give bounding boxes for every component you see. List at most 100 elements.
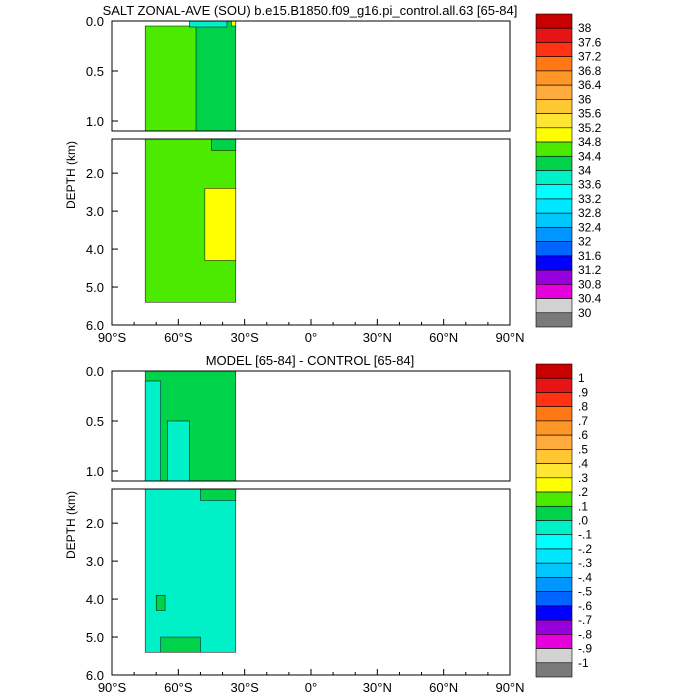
- colorbar-swatch: [535, 13, 573, 29]
- colorbar-label: .0: [578, 514, 588, 528]
- colorbar-swatch: [535, 420, 573, 436]
- colorbar-label: .6: [578, 428, 588, 442]
- bottom-colorbar: 1.9.8.7.6.5.4.3.2.1.0-.1-.2-.3-.4-.5-.6-…: [535, 363, 592, 678]
- x-tick-label: 30°S: [230, 330, 259, 345]
- region-3: [231, 21, 237, 27]
- colorbar-swatch: [535, 363, 573, 379]
- colorbar-label: 30.8: [578, 277, 602, 291]
- lower-y-tick-label: 4.0: [86, 592, 104, 607]
- colorbar-swatch: [535, 170, 573, 186]
- lower-y-tick-label: 6.0: [86, 318, 104, 333]
- colorbar-label: .2: [578, 485, 588, 499]
- colorbar-label: 36.4: [578, 78, 602, 92]
- colorbar-label: 37.2: [578, 50, 602, 64]
- bottom-chart-title: MODEL [65-84] - CONTROL [65-84]: [206, 353, 415, 368]
- colorbar-label: -.9: [578, 642, 592, 656]
- colorbar-label: 35.6: [578, 107, 602, 121]
- x-tick-label: 90°N: [495, 680, 524, 695]
- colorbar-swatch: [535, 141, 573, 157]
- lower-y-tick-label: 3.0: [86, 204, 104, 219]
- colorbar-swatch: [535, 548, 573, 564]
- colorbar-swatch: [535, 84, 573, 100]
- colorbar-swatch: [535, 184, 573, 200]
- colorbar-label: -.8: [578, 627, 592, 641]
- colorbar-swatch: [535, 505, 573, 521]
- colorbar-label: -.4: [578, 570, 592, 584]
- colorbar-label: 33.2: [578, 192, 602, 206]
- colorbar-label: 34.4: [578, 149, 602, 163]
- colorbar-label: .1: [578, 499, 588, 513]
- colorbar-label: 31.2: [578, 263, 602, 277]
- region-5: [155, 595, 166, 611]
- colorbar-label: -.3: [578, 556, 592, 570]
- colorbar-swatch: [535, 284, 573, 299]
- colorbar-swatch: [535, 227, 573, 242]
- colorbar-label: .7: [578, 414, 588, 428]
- colorbar-label: 33.6: [578, 178, 602, 192]
- x-tick-label: 90°N: [495, 330, 524, 345]
- colorbar-swatch: [535, 477, 573, 493]
- colorbar-label: -.1: [578, 528, 592, 542]
- x-tick-label: 0°: [305, 330, 317, 345]
- lower-y-tick-label: 2.0: [86, 516, 104, 531]
- bottom-upper-plot: 0.0 0.5 1.0: [86, 364, 511, 482]
- colorbar-label: 38: [578, 21, 592, 35]
- top-upper-plot: 0.0 0.5 1.0: [86, 14, 511, 132]
- colorbar-label: .8: [578, 400, 588, 414]
- colorbar-swatch: [535, 113, 573, 129]
- upper-y-tick-label: 0.5: [86, 414, 104, 429]
- colorbar-label: 32.8: [578, 206, 602, 220]
- x-tick-label: 30°N: [363, 330, 392, 345]
- colorbar-swatch: [535, 648, 573, 664]
- colorbar-swatch: [535, 377, 573, 393]
- colorbar-swatch: [535, 591, 573, 607]
- lower-y-tick-label: 3.0: [86, 554, 104, 569]
- region-6: [160, 636, 201, 653]
- colorbar-swatch: [535, 42, 573, 57]
- colorbar-label: 35.2: [578, 121, 602, 135]
- colorbar-label: -.7: [578, 613, 592, 627]
- colorbar-swatch: [535, 212, 573, 228]
- x-tick-label: 60°S: [164, 330, 193, 345]
- colorbar-swatch: [535, 269, 573, 285]
- colorbar-swatch: [535, 198, 573, 214]
- colorbar-label: 36.8: [578, 64, 602, 78]
- upper-y-tick-label: 1.0: [86, 464, 104, 479]
- colorbar-swatch: [535, 406, 573, 422]
- x-tick-label: 30°S: [230, 680, 259, 695]
- colorbar-swatch: [535, 619, 573, 635]
- colorbar-label: 34: [578, 164, 592, 178]
- colorbar-label: -1: [578, 656, 589, 670]
- x-tick-label: 60°N: [429, 330, 458, 345]
- colorbar-label: -.2: [578, 542, 592, 556]
- colorbar-swatch: [535, 534, 573, 550]
- colorbar-label: .3: [578, 471, 588, 485]
- top-colorbar: 3837.637.236.836.43635.635.234.834.43433…: [535, 13, 602, 328]
- colorbar-label: 36: [578, 92, 592, 106]
- x-tick-label: 60°N: [429, 680, 458, 695]
- colorbar-label: .9: [578, 385, 588, 399]
- bottom-chart: MODEL [65-84] - CONTROL [65-84] 0.0 0.5 1.…: [64, 353, 592, 695]
- colorbar-swatch: [535, 562, 573, 578]
- colorbar-label: 34.8: [578, 135, 602, 149]
- top-chart-title: SALT ZONAL-AVE (SOU) b.e15.B1850.f09_g16…: [103, 3, 518, 18]
- region-1: [144, 380, 161, 481]
- colorbar-swatch: [535, 434, 573, 450]
- upper-y-tick-label: 0.0: [86, 14, 104, 29]
- colorbar-swatch: [535, 577, 573, 592]
- colorbar-swatch: [535, 27, 573, 43]
- x-tick-label: 0°: [305, 680, 317, 695]
- top-lower-plot: 2.0 3.0 4.0 5.0 6.090°S 60°S 30°S 0° 30°N 60°N 90°…: [86, 138, 525, 345]
- region-5: [211, 139, 237, 151]
- colorbar-swatch: [535, 56, 573, 72]
- colorbar-swatch: [535, 127, 573, 143]
- x-tick-label: 30°N: [363, 680, 392, 695]
- top-ylabel: DEPTH (km): [64, 141, 78, 209]
- colorbar-label: .5: [578, 442, 588, 456]
- lower-y-tick-label: 5.0: [86, 630, 104, 645]
- colorbar-label: -.6: [578, 599, 592, 613]
- colorbar-label: 37.6: [578, 35, 602, 49]
- upper-y-tick-label: 0.0: [86, 364, 104, 379]
- colorbar-swatch: [535, 312, 573, 328]
